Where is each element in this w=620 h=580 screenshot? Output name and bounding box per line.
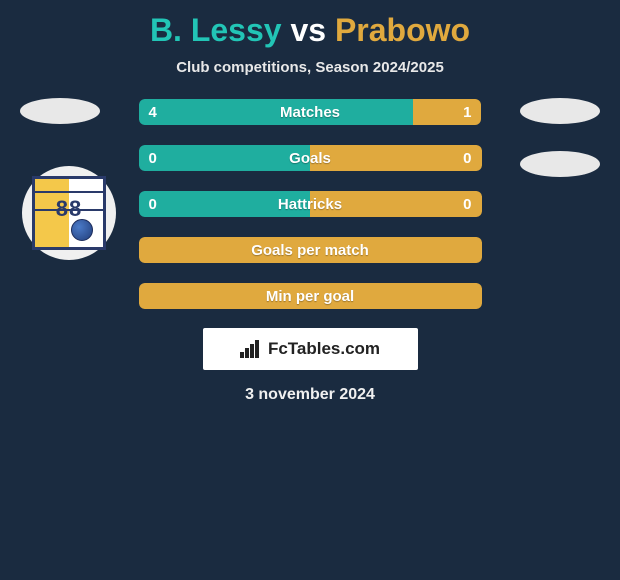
player1-avatar-placeholder: [20, 98, 100, 124]
stat-row: 41Matches: [138, 98, 483, 126]
player1-name: B. Lessy: [150, 12, 282, 48]
stat-left-value: 0: [139, 191, 311, 217]
player2-name: Prabowo: [335, 12, 470, 48]
chart-area: 88 41Matches 00Goals 00Hattricks Goals per …: [0, 98, 620, 310]
vs-text: vs: [290, 12, 326, 48]
stat-right-value: 0: [310, 145, 482, 171]
stat-bar-full: [139, 237, 482, 263]
stat-right-value: 1: [413, 99, 482, 125]
logo-text: FcTables.com: [268, 339, 380, 359]
stat-row: 00Goals: [138, 144, 483, 172]
stat-row: Goals per match: [138, 236, 483, 264]
player2-club-placeholder: [520, 151, 600, 177]
stat-left-value: 4: [139, 99, 413, 125]
stat-row: 00Hattricks: [138, 190, 483, 218]
stat-left-value: 0: [139, 145, 311, 171]
badge-shield: 88: [32, 176, 106, 250]
stat-row: Min per goal: [138, 282, 483, 310]
stat-bars: 41Matches 00Goals 00Hattricks Goals per mat…: [138, 98, 483, 310]
comparison-title: B. Lessy vs Prabowo: [0, 0, 620, 49]
subtitle: Club competitions, Season 2024/2025: [0, 59, 620, 76]
stat-bar-full: [139, 283, 482, 309]
soccer-ball-icon: [71, 219, 93, 241]
bar-chart-icon: [240, 340, 262, 358]
stat-right-value: 0: [310, 191, 482, 217]
date: 3 november 2024: [0, 386, 620, 404]
player1-club-badge: 88: [22, 166, 116, 260]
fctables-logo: FcTables.com: [203, 328, 418, 370]
player2-avatar-placeholder: [520, 98, 600, 124]
